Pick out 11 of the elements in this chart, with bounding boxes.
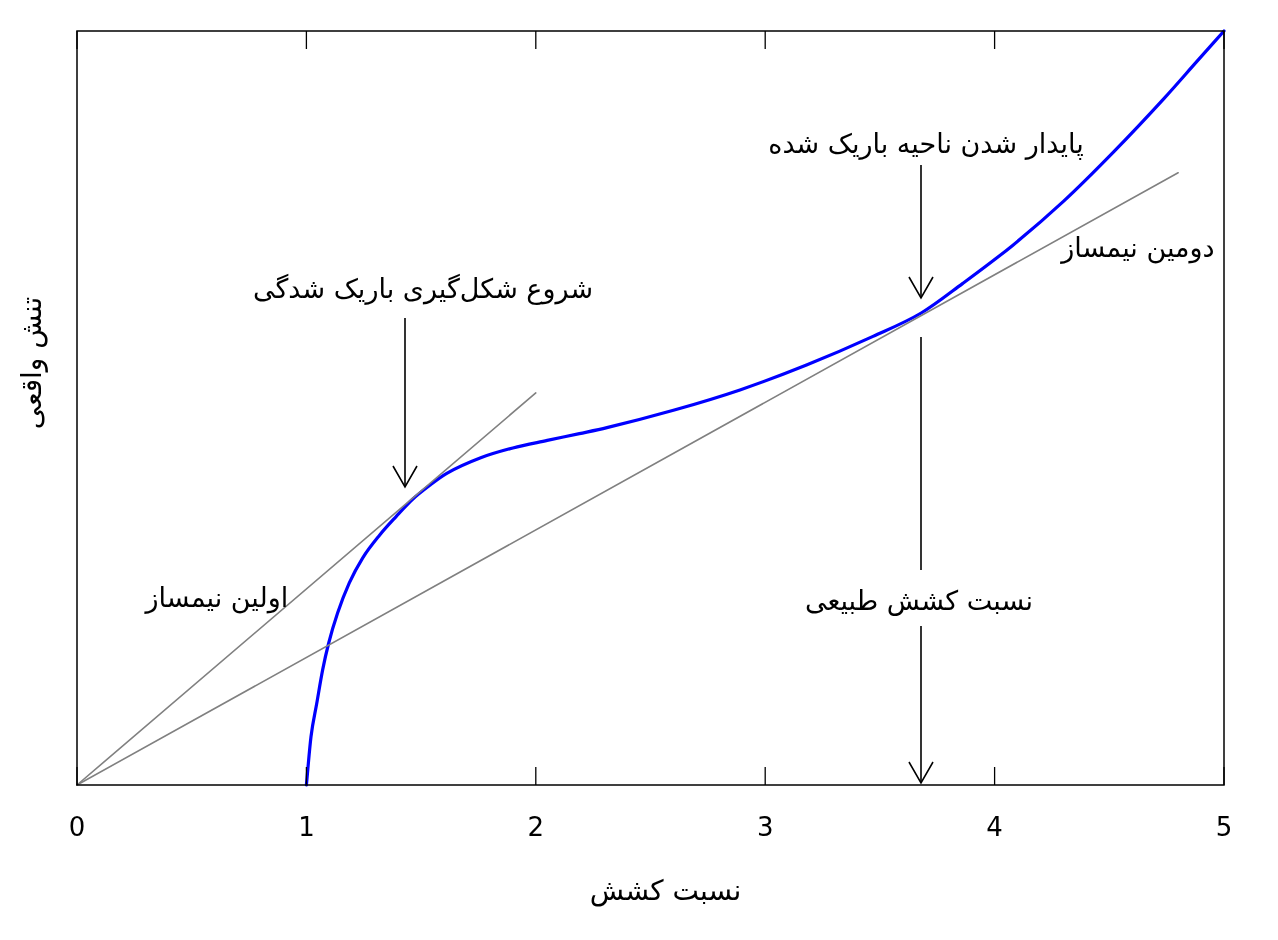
x-tick-label: 4 — [986, 812, 1003, 842]
annotation: نسبت کشش طبیعی — [804, 584, 1034, 616]
annotation: شروع شکل‌گیری باریک شدگی — [253, 272, 593, 304]
x-axis-title: نسبت کشش — [589, 874, 742, 907]
x-tick-label: 3 — [756, 812, 774, 842]
x-tick-label: 1 — [298, 812, 315, 842]
y-axis-title: تنش واقعی — [14, 296, 48, 430]
x-tick-label: 2 — [527, 812, 545, 842]
annotation: پایدار شدن ناحیه باریک شده — [768, 127, 1084, 159]
x-tick-label: 0 — [68, 812, 86, 842]
x-tick-label: 5 — [1215, 812, 1233, 842]
